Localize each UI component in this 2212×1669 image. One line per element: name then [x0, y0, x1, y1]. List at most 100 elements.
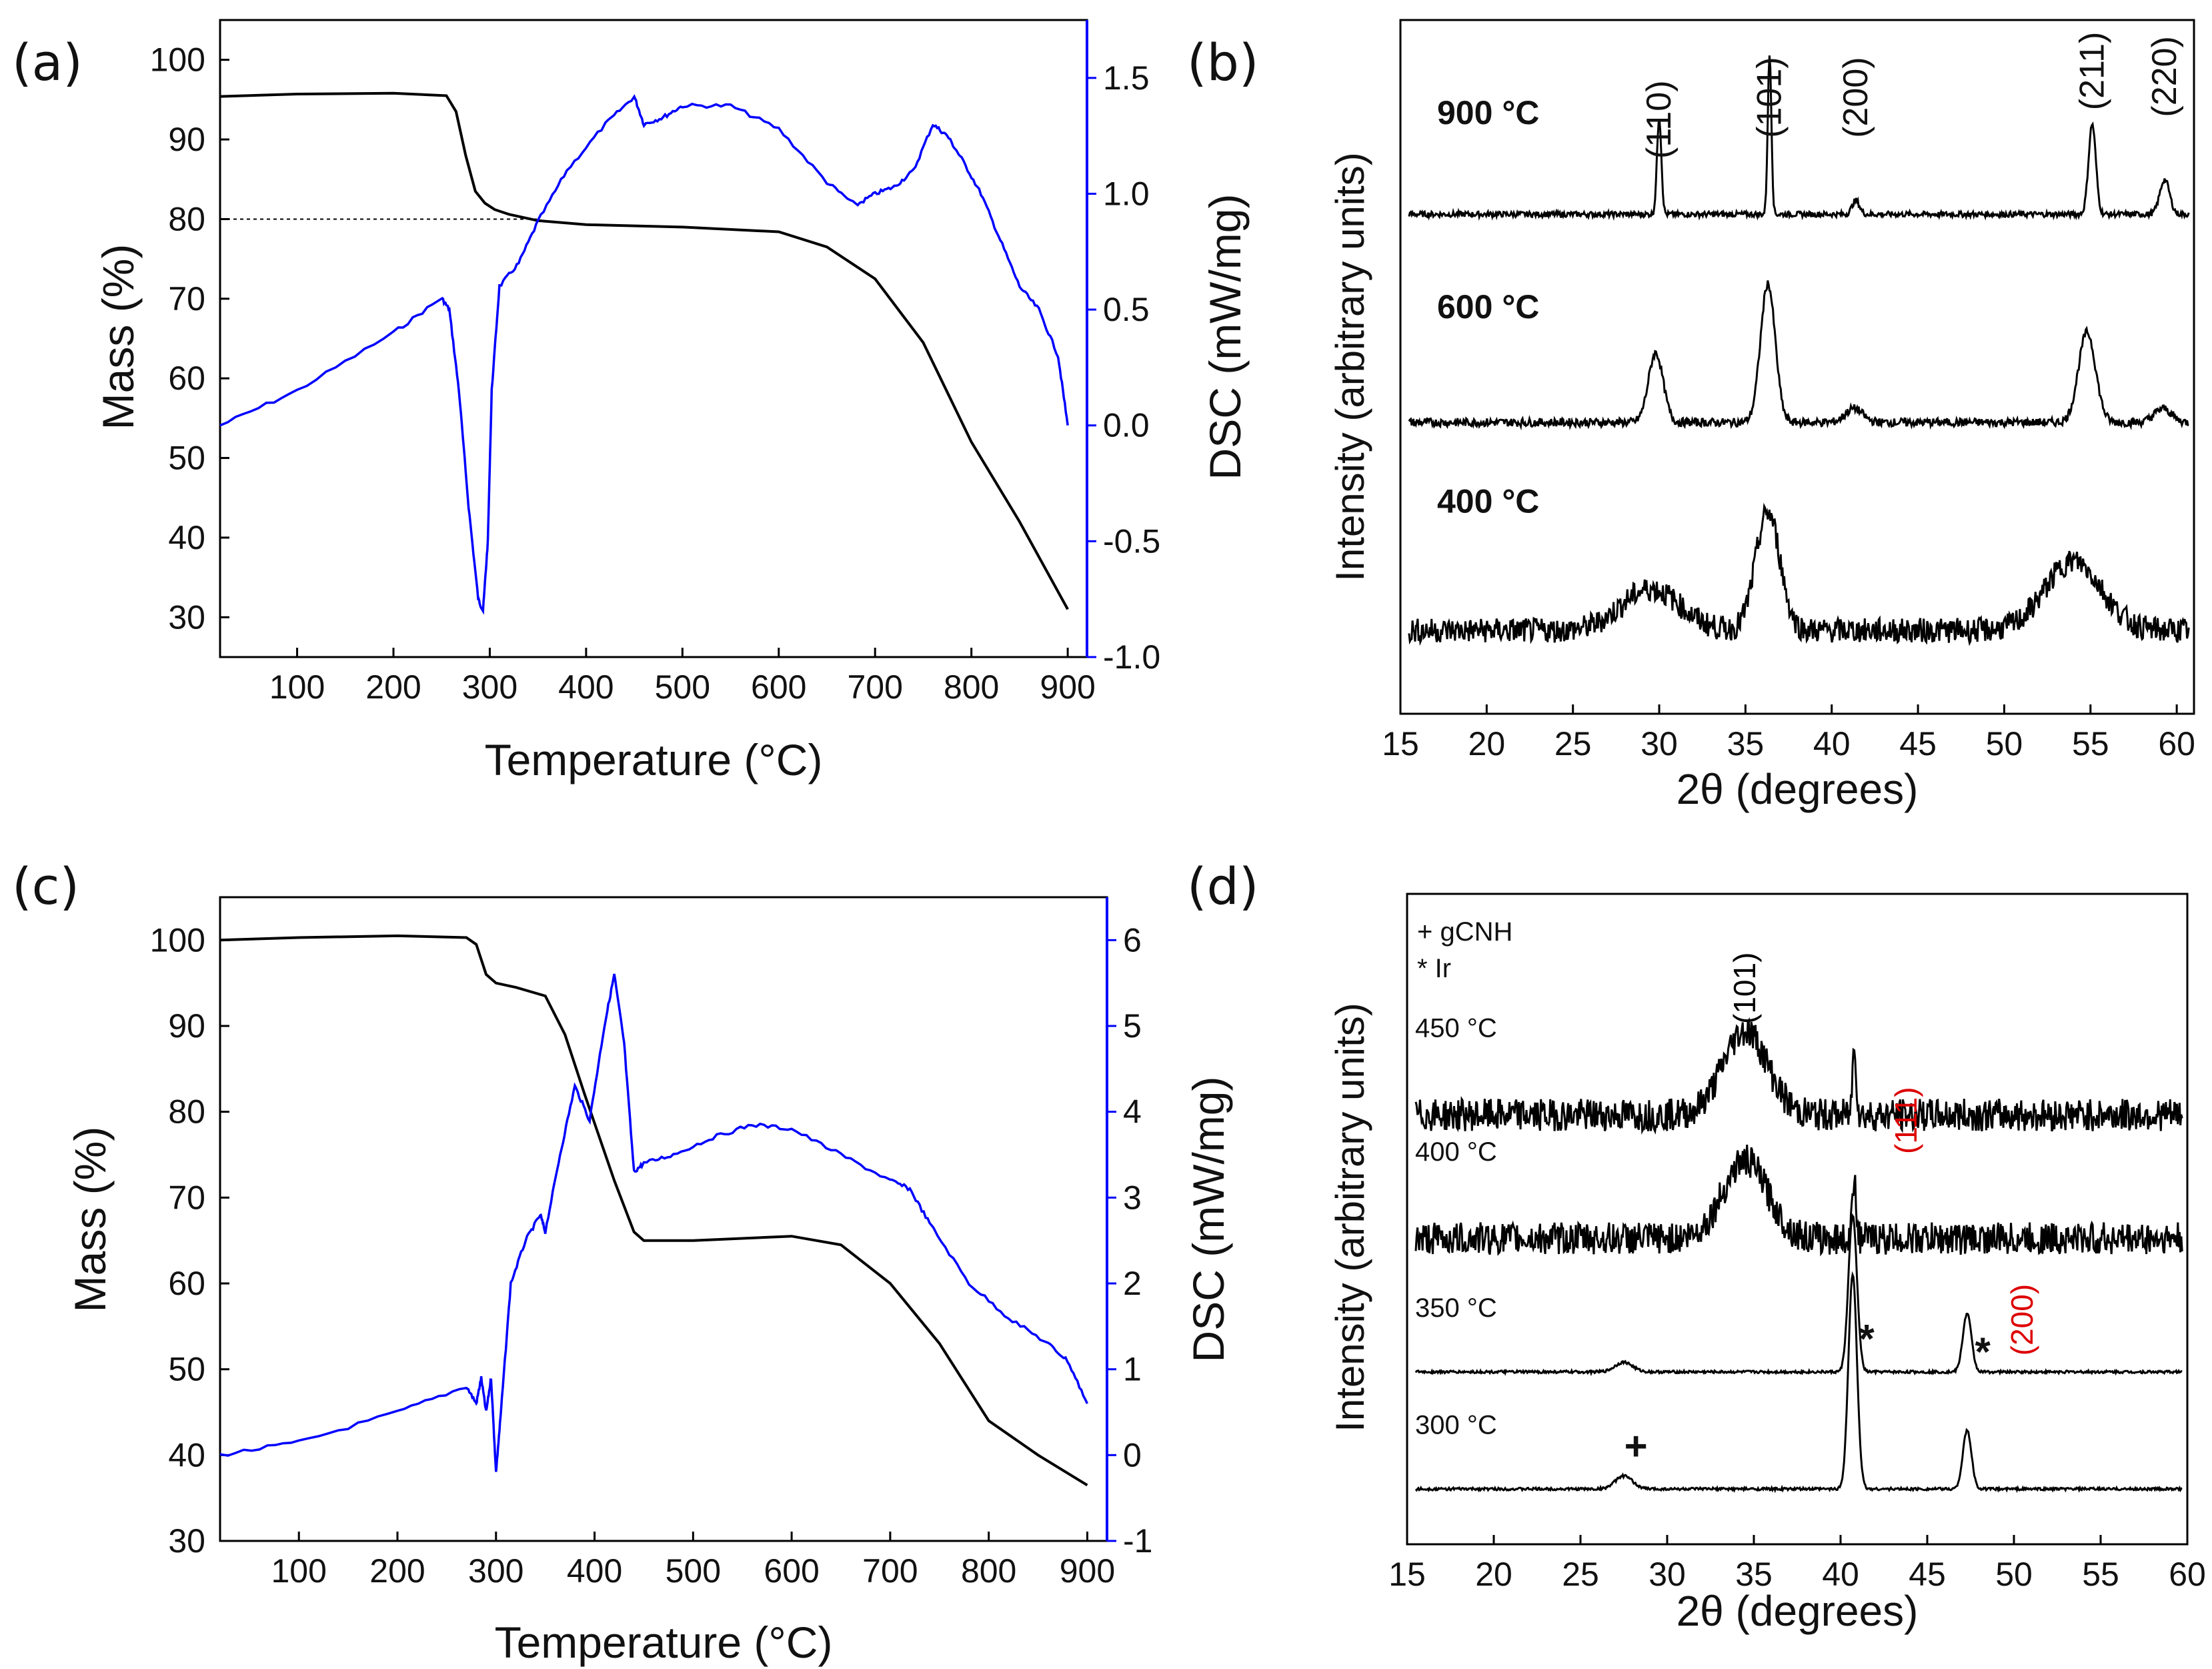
y-tick-label: 100 [150, 41, 205, 79]
y2-tick-label: 3 [1123, 1179, 1142, 1216]
x-tick-label: 60 [2158, 725, 2195, 762]
x-tick-label: 40 [1813, 725, 1851, 762]
peak-label: (101) [1751, 57, 1789, 137]
x-tick-label: 60 [2169, 1556, 2206, 1593]
y2-tick-label: 4 [1123, 1093, 1142, 1131]
y2-tick-label: 1.0 [1103, 175, 1150, 212]
panel-c-tga-dsc: (c) 100 200 300 400 500 600 700 800 900 30405060… [12, 857, 1233, 1667]
xrd-pattern [1414, 1017, 2183, 1135]
peak-label: (111) [1889, 1087, 1923, 1154]
peak-label: (211) [2073, 32, 2111, 111]
panel-d-label: (d) [1187, 857, 1259, 916]
y2-tick-label: -1.0 [1103, 638, 1160, 676]
x-tick-label: 45 [1909, 1556, 1946, 1593]
x-tick-label: 800 [961, 1552, 1016, 1590]
panel-d-xrd: (d) 15 20 25 30 35 40 45 50 55 60 (101) (111) (200)… [1187, 857, 2206, 1635]
x-tick-label: 25 [1562, 1556, 1599, 1593]
y-tick-label: 100 [150, 921, 205, 959]
panel-a-label: (a) [12, 33, 83, 92]
series-label: 450 °C [1415, 1014, 1497, 1043]
x-tick-label: 30 [1648, 1556, 1686, 1593]
y-tick-label: 40 [168, 1436, 205, 1474]
x-tick-label: 300 [462, 668, 517, 706]
y-tick-label: 60 [168, 360, 205, 397]
y-tick-label: 90 [168, 1007, 205, 1045]
panel-a-x-axis-title: Temperature (°C) [485, 735, 823, 784]
panel-b-label: (b) [1187, 33, 1259, 92]
x-tick-label: 400 [567, 1552, 622, 1590]
x-tick-label: 15 [1388, 1556, 1426, 1593]
panel-b-plot-frame [1399, 19, 2195, 715]
y-tick-label: 50 [168, 440, 205, 477]
y2-tick-label: 1 [1123, 1351, 1142, 1388]
x-tick-label: 900 [1040, 668, 1095, 706]
peak-label: (220) [2145, 36, 2184, 117]
x-tick-label: 800 [944, 668, 999, 706]
x-tick-label: 35 [1727, 725, 1765, 762]
panel-b-y-axis-title: Intensity (arbitrary units) [1328, 152, 1372, 582]
panel-d-y-axis-title: Intensity (arbitrary units) [1328, 1003, 1372, 1432]
panel-c-label: (c) [12, 857, 79, 916]
x-tick-label: 50 [1995, 1556, 2033, 1593]
series-label: 900 °C [1437, 94, 1539, 131]
series-label: 600 °C [1437, 288, 1539, 326]
panel-d-x-axis-title: 2θ (degrees) [1677, 1587, 1919, 1635]
panel-a-plot-frame [219, 19, 1088, 658]
peak-label: (110) [1640, 80, 1679, 159]
x-tick-label: 100 [269, 668, 325, 706]
panel-a-tga-dsc: (a) 100 200 300 400 500 600 700 800 900 30 40 50 60… [12, 19, 1250, 784]
xrd-pattern [1414, 1271, 2183, 1494]
x-tick-label: 25 [1554, 725, 1592, 762]
x-tick-label: 700 [848, 668, 903, 706]
xrd-pattern [1408, 502, 2190, 646]
x-tick-label: 20 [1475, 1556, 1512, 1593]
y-tick-label: 70 [168, 280, 205, 318]
panel-b-x-axis-title: 2θ (degrees) [1677, 765, 1919, 813]
series-label: 350 °C [1415, 1293, 1497, 1323]
panel-c-dsc-curve [219, 973, 1088, 1472]
x-tick-label: 600 [764, 1552, 819, 1590]
y2-tick-label: 2 [1123, 1265, 1142, 1302]
x-tick-label: 600 [751, 668, 806, 706]
phase-marker: * [1975, 1329, 1991, 1374]
phase-marker: * [1859, 1316, 1875, 1361]
y-tick-label: 50 [168, 1351, 205, 1388]
panel-d-plot-frame [1406, 893, 2189, 1546]
panel-d-legend-gcnh: + gCNH [1417, 917, 1512, 947]
x-tick-label: 900 [1060, 1552, 1115, 1590]
y2-tick-label: 0.0 [1103, 407, 1150, 444]
y2-tick-label: 0 [1123, 1436, 1142, 1474]
y-tick-label: 60 [168, 1265, 205, 1302]
panel-c-plot-frame [219, 896, 1108, 1542]
panel-a-y2-axis-title: DSC (mW/mg) [1200, 194, 1250, 480]
peak-label: (200) [2005, 1284, 2039, 1355]
y2-tick-label: -0.5 [1103, 522, 1160, 560]
panel-c-y2-axis-title: DSC (mW/mg) [1184, 1077, 1233, 1363]
x-tick-label: 35 [1735, 1556, 1773, 1593]
y2-tick-label: -1 [1123, 1522, 1152, 1560]
y2-tick-label: 5 [1123, 1007, 1142, 1045]
x-tick-label: 45 [1899, 725, 1937, 762]
x-tick-label: 500 [655, 668, 710, 706]
x-tick-label: 55 [2082, 1556, 2119, 1593]
xrd-pattern [1414, 1144, 2183, 1257]
peak-label: (101) [1727, 953, 1762, 1024]
series-label: 400 °C [1415, 1137, 1497, 1167]
x-tick-label: 30 [1640, 725, 1678, 762]
y2-tick-label: 1.5 [1103, 59, 1150, 97]
x-tick-label: 40 [1822, 1556, 1859, 1593]
x-tick-label: 55 [2072, 725, 2109, 762]
x-tick-label: 200 [369, 1552, 425, 1590]
y2-tick-label: 6 [1123, 921, 1142, 959]
y-tick-label: 80 [168, 1093, 205, 1131]
x-tick-label: 50 [1986, 725, 2023, 762]
panel-b-xrd: (b) 15 20 25 30 35 40 45 50 55 60 (110) (101) (200)… [1187, 19, 2195, 813]
x-tick-label: 200 [365, 668, 421, 706]
x-tick-label: 300 [468, 1552, 523, 1590]
xrd-pattern [1408, 55, 2190, 221]
y-tick-label: 90 [168, 121, 205, 158]
series-label: 400 °C [1437, 482, 1539, 520]
panel-c-y-axis-title: Mass (%) [65, 1127, 115, 1313]
xrd-pattern [1408, 280, 2189, 431]
